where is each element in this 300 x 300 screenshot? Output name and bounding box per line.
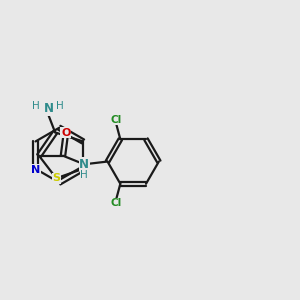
Text: Cl: Cl (111, 115, 122, 125)
Text: H: H (56, 101, 63, 111)
Text: N: N (31, 164, 40, 175)
Text: S: S (52, 173, 60, 183)
Text: H: H (32, 101, 40, 111)
Text: H: H (80, 170, 88, 180)
Text: Cl: Cl (111, 198, 122, 208)
Text: N: N (44, 102, 54, 115)
Text: O: O (61, 128, 70, 138)
Text: N: N (79, 158, 89, 171)
